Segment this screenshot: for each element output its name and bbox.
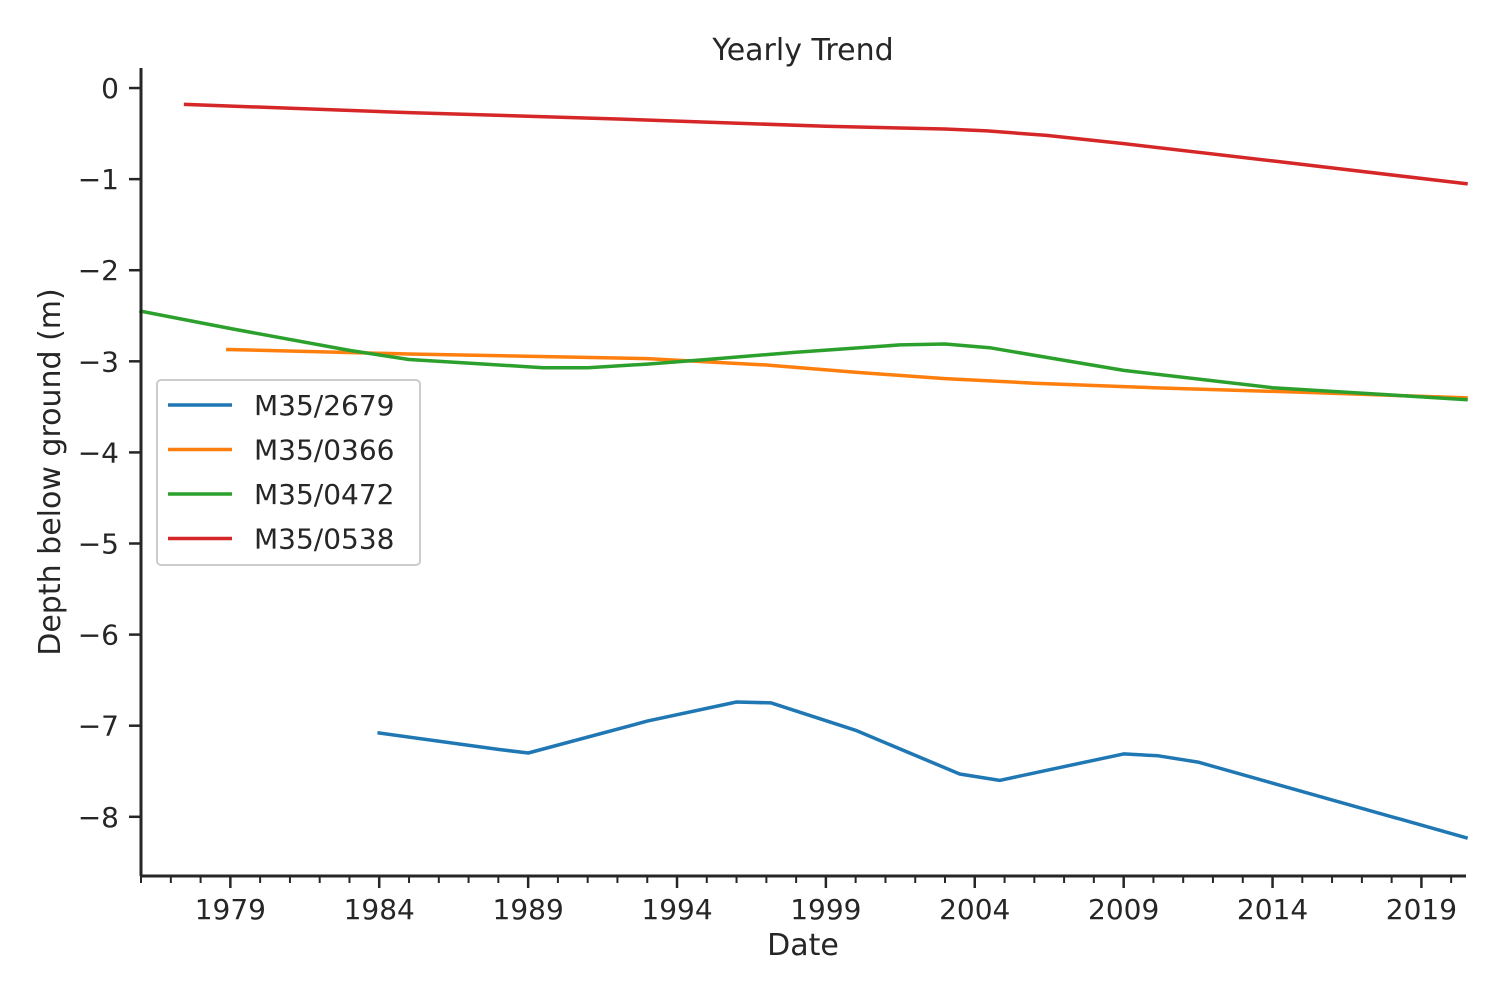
y-tick-label: 0 [101,72,119,105]
series-line-m35-0366 [226,347,1468,400]
y-tick-label: −3 [78,345,119,378]
x-tick-label: 2019 [1386,893,1457,926]
x-tick-label: 2004 [939,893,1010,926]
x-tick-label: 1989 [493,893,564,926]
legend-label: M35/0472 [254,478,394,511]
legend-entries: M35/2679 M35/0366 M35/0472 M35/0538 [168,389,394,556]
legend-label: M35/0538 [254,523,394,556]
y-tick-label: −2 [78,254,119,287]
plot-series [138,102,1469,840]
x-tick-label: 1979 [195,893,266,926]
x-tick-label: 1984 [344,893,415,926]
x-tick-label: 1994 [641,893,712,926]
y-axis-label: Depth below ground (m) [33,288,68,656]
x-axis-ticks: 1979 1984 1989 1994 1999 2004 2009 2014 2019 [140,876,1457,926]
y-tick-label: −5 [78,528,119,561]
legend-frame [156,379,421,566]
x-tick-label: 2014 [1237,893,1308,926]
series-line-m35-0538 [183,102,1468,186]
x-tick-label: 1999 [790,893,861,926]
chart-title: Yearly Trend [711,33,893,68]
y-tick-label: −7 [78,710,119,743]
y-tick-label: −8 [78,801,119,834]
legend-label: M35/2679 [254,389,394,422]
legend: M35/2679 M35/0366 M35/0472 M35/0538 [156,379,421,566]
series-line-m35-0472 [138,309,1468,402]
x-tick-label: 2009 [1088,893,1159,926]
y-axis-ticks: 0 −1 −2 −3 −4 −5 −6 −7 −8 [78,72,141,834]
y-tick-label: −1 [78,163,119,196]
x-axis-label: Date [767,928,839,963]
series-line-m35-2679 [377,700,1469,840]
y-tick-label: −6 [78,619,119,652]
y-tick-label: −4 [78,436,119,469]
legend-label: M35/0366 [254,434,394,467]
